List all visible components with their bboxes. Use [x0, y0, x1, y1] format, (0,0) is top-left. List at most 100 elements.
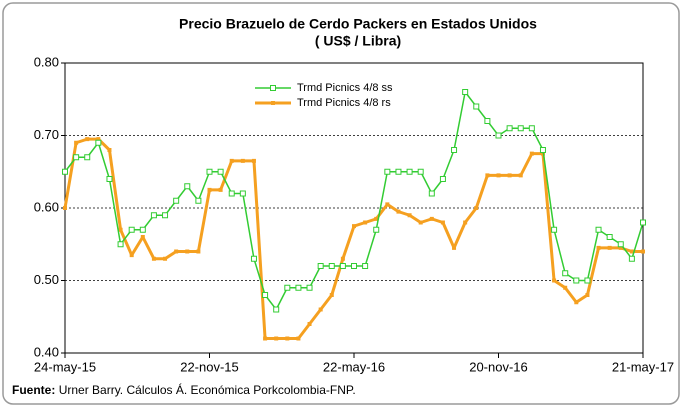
- marker: [552, 278, 557, 283]
- marker: [306, 284, 313, 291]
- marker: [607, 245, 612, 250]
- marker: [84, 154, 91, 161]
- legend-label: Trmd Picnics 4/8 ss: [297, 82, 393, 94]
- marker: [618, 245, 623, 250]
- marker: [596, 245, 601, 250]
- y-tick-label: 0.80: [34, 54, 59, 69]
- y-tick-label: 0.60: [34, 199, 59, 214]
- marker: [418, 220, 423, 225]
- marker: [74, 140, 79, 145]
- marker: [295, 284, 302, 291]
- marker: [184, 183, 191, 190]
- marker: [317, 263, 324, 269]
- marker: [173, 197, 180, 204]
- marker: [250, 255, 257, 262]
- marker: [239, 190, 246, 197]
- marker: [196, 249, 201, 254]
- marker: [229, 158, 234, 163]
- marker: [485, 173, 490, 178]
- source-note: Fuente: Urner Barry. Cálculos Á. Económi…: [12, 382, 356, 397]
- x-tick-label: 22-nov-15: [180, 359, 239, 374]
- marker: [385, 202, 390, 207]
- y-tick-label: 0.50: [34, 272, 59, 287]
- marker: [507, 173, 512, 178]
- marker: [529, 151, 534, 156]
- marker: [273, 306, 280, 313]
- marker: [117, 241, 124, 248]
- marker: [474, 206, 479, 210]
- marker: [452, 245, 457, 250]
- marker: [495, 132, 502, 139]
- marker: [528, 125, 535, 132]
- legend-marker: [270, 85, 276, 91]
- marker: [551, 226, 558, 233]
- marker: [240, 158, 245, 163]
- marker: [285, 336, 290, 341]
- x-tick-label: 22-may-16: [323, 359, 385, 374]
- marker: [174, 249, 179, 254]
- marker: [641, 249, 645, 254]
- marker: [307, 322, 312, 326]
- y-tick-label: 0.70: [34, 127, 59, 142]
- marker: [206, 168, 213, 175]
- marker: [85, 137, 90, 142]
- marker: [407, 213, 412, 218]
- marker: [506, 125, 513, 132]
- marker: [518, 173, 523, 178]
- chart-title: Precio Brazuelo de Cerdo Packers en Esta…: [179, 16, 537, 32]
- marker: [129, 253, 134, 258]
- marker: [351, 263, 357, 269]
- marker: [251, 158, 256, 163]
- marker: [584, 277, 591, 284]
- marker: [62, 168, 68, 175]
- marker: [329, 293, 334, 297]
- marker: [195, 197, 202, 204]
- marker: [374, 216, 379, 221]
- marker: [463, 220, 468, 225]
- marker: [563, 285, 568, 290]
- marker: [218, 187, 223, 192]
- marker: [462, 89, 469, 95]
- source-text: Urner Barry. Cálculos Á. Económica Porkc…: [59, 382, 356, 397]
- marker: [384, 168, 391, 175]
- marker: [396, 209, 401, 214]
- marker: [606, 234, 613, 240]
- marker: [484, 118, 491, 124]
- marker: [496, 173, 501, 178]
- marker: [328, 263, 335, 269]
- marker: [63, 206, 67, 210]
- marker: [406, 168, 413, 175]
- marker: [339, 263, 346, 269]
- marker: [352, 224, 356, 229]
- marker: [417, 168, 424, 175]
- marker: [185, 249, 190, 254]
- legend-marker: [271, 101, 275, 105]
- marker: [595, 226, 602, 233]
- marker: [228, 190, 235, 197]
- marker: [429, 216, 434, 221]
- x-tick-label: 24-may-15: [34, 359, 96, 374]
- marker: [107, 148, 112, 152]
- marker: [585, 293, 590, 297]
- marker: [163, 256, 168, 261]
- marker: [207, 187, 212, 192]
- marker: [128, 226, 135, 233]
- marker: [284, 284, 291, 291]
- marker: [296, 336, 301, 341]
- marker: [395, 168, 402, 175]
- marker: [573, 277, 580, 284]
- marker: [440, 220, 445, 225]
- marker: [628, 255, 635, 262]
- x-tick-label: 21-may-17: [612, 359, 674, 374]
- marker: [428, 190, 435, 197]
- marker: [96, 137, 101, 142]
- marker: [363, 220, 368, 225]
- marker: [73, 154, 80, 161]
- marker: [473, 103, 480, 110]
- marker: [640, 219, 646, 226]
- marker: [140, 235, 145, 239]
- marker: [539, 147, 546, 153]
- marker: [274, 336, 279, 341]
- marker: [318, 307, 323, 312]
- source-label: Fuente:: [12, 383, 55, 397]
